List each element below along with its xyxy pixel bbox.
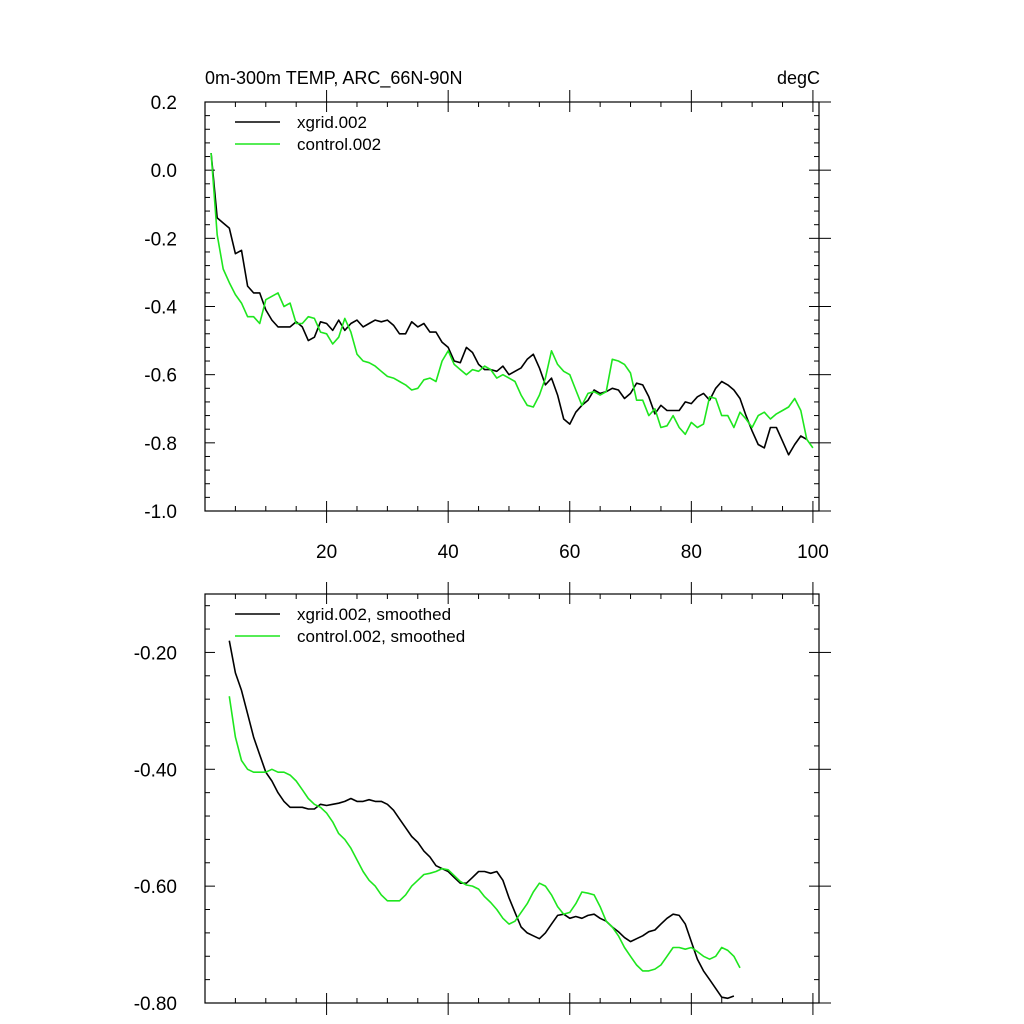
- top-y-tick-label: -0.6: [144, 366, 177, 387]
- top-chart-ticks: -1.0 -0.8 -0.6 -0.4 -0.2 0.0 0.2 20 40 60 80 100: [144, 90, 831, 563]
- bottom-chart-series: [228, 640, 741, 1000]
- top-chart-title: 0m-300m TEMP, ARC_66N-90N: [205, 68, 462, 89]
- top-x-tick-label: 20: [316, 542, 337, 563]
- top-series-line-control: [210, 153, 814, 449]
- top-series-line-xgrid: [210, 153, 808, 456]
- bottom-chart-ticks: -0.80 -0.60 -0.40 -0.20: [134, 582, 831, 1015]
- bottom-y-tick-label: -0.80: [134, 994, 177, 1015]
- bottom-series-line-xgrid: [228, 640, 735, 1000]
- top-x-tick-label: 60: [559, 542, 580, 563]
- bottom-chart-panel: -0.80 -0.60 -0.40 -0.20 xgrid.002, smoothed…: [134, 582, 831, 1015]
- top-x-tick-label: 40: [438, 542, 459, 563]
- top-legend-label-xgrid: xgrid.002: [297, 113, 367, 132]
- bottom-y-tick-label: -0.60: [134, 877, 177, 898]
- top-chart-plot-frame: [204, 101, 820, 512]
- bottom-y-tick-label: -0.20: [134, 643, 177, 664]
- bottom-legend-label-control: control.002, smoothed: [297, 627, 465, 646]
- top-x-tick-label: 80: [681, 542, 702, 563]
- top-y-tick-label: 0.0: [151, 161, 177, 182]
- top-y-tick-label: -1.0: [144, 502, 177, 523]
- top-y-tick-label: 0.2: [151, 93, 177, 114]
- top-chart-series: [210, 153, 814, 456]
- top-legend-label-control: control.002: [297, 135, 381, 154]
- bottom-legend-label-xgrid: xgrid.002, smoothed: [297, 605, 451, 624]
- bottom-chart-legend: xgrid.002, smoothed control.002, smoothed: [235, 605, 465, 646]
- top-y-tick-label: -0.2: [144, 229, 177, 250]
- top-y-tick-label: -0.8: [144, 434, 177, 455]
- top-chart-panel: 0m-300m TEMP, ARC_66N-90N degC -1.0-0.8-…: [144, 68, 831, 563]
- top-chart-legend: xgrid.002 control.002: [235, 113, 381, 154]
- bottom-y-tick-label: -0.40: [134, 760, 177, 781]
- top-x-tick-label: 100: [797, 542, 829, 563]
- top-chart-units: degC: [777, 68, 820, 88]
- top-y-tick-label: -0.4: [144, 298, 177, 319]
- bottom-chart-plot-frame: [204, 593, 820, 1004]
- bottom-series-line-control: [228, 696, 741, 972]
